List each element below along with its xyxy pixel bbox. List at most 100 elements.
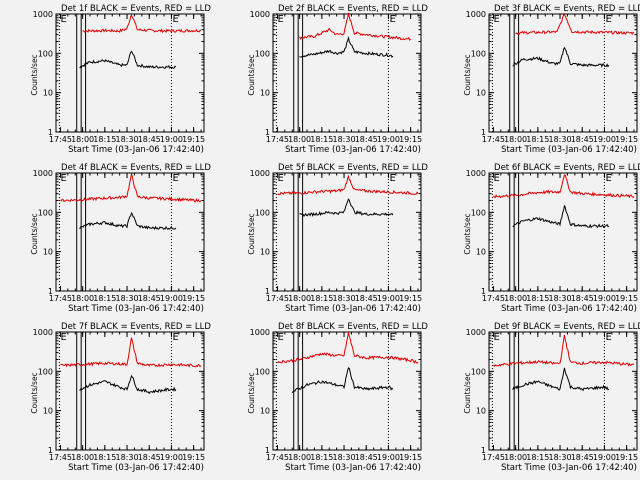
x-axis-label: Start Time (03-Jan-06 17:42:40)	[285, 145, 421, 155]
y-axis-label: Counts/sec	[463, 372, 472, 413]
marker-label: E	[172, 14, 178, 25]
y-tick-label: 100	[471, 208, 486, 217]
series-line-black	[79, 211, 177, 230]
series-line-red	[82, 13, 202, 34]
y-tick-label: 1	[48, 128, 53, 137]
x-tick-label: 19:15	[182, 135, 205, 144]
y-axis-label: Counts/sec	[463, 54, 472, 95]
marker-label: E	[277, 173, 283, 184]
plot-frame	[488, 172, 638, 292]
y-tick-label: 100	[255, 49, 270, 58]
series-line-red	[515, 14, 635, 36]
x-tick-label: 18:45	[138, 135, 161, 144]
plot-frame	[488, 331, 638, 451]
marker-label: E	[389, 173, 395, 184]
x-tick-label: 18:15	[93, 453, 116, 462]
y-tick-label: 1000	[466, 10, 486, 19]
marker-label: E	[605, 14, 611, 25]
y-tick-label: 10	[476, 407, 486, 416]
y-tick-label: 100	[255, 208, 270, 217]
x-tick-label: 19:00	[593, 294, 616, 303]
series-line-red	[276, 332, 419, 364]
x-axis-label: Start Time (03-Jan-06 17:42:40)	[68, 304, 204, 314]
x-tick-label: 17:45	[49, 294, 72, 303]
x-tick-label: 17:45	[49, 135, 72, 144]
x-tick-label: 19:15	[615, 453, 638, 462]
plot-frame	[272, 172, 422, 292]
y-axis-label: Counts/sec	[30, 54, 39, 95]
x-tick-label: 18:45	[571, 135, 594, 144]
x-tick-label: 18:45	[571, 453, 594, 462]
x-tick-label: 19:00	[160, 135, 183, 144]
series-line-black	[512, 205, 610, 229]
x-tick-label: 19:00	[593, 135, 616, 144]
x-tick-label: 18:30	[333, 294, 356, 303]
x-tick-label: 18:00	[288, 294, 311, 303]
x-axis-label: Start Time (03-Jan-06 17:42:40)	[501, 304, 637, 314]
x-tick-label: 18:00	[71, 135, 94, 144]
chart-panel-3: Det 3f BLACK = Events, RED = LLD 1 10 100 10…	[463, 4, 640, 155]
x-tick-label: 18:15	[310, 294, 333, 303]
x-tick-label: 18:15	[93, 135, 116, 144]
x-tick-label: 18:15	[526, 453, 549, 462]
chart-panel-8: Det 8f BLACK = Events, RED = LLD 1 10 100 10…	[247, 322, 428, 473]
y-tick-label: 100	[471, 49, 486, 58]
series-line-red	[60, 173, 202, 203]
x-tick-label: 18:30	[116, 135, 139, 144]
y-tick-label: 10	[476, 248, 486, 257]
y-axis-label: Counts/sec	[247, 54, 256, 95]
y-tick-label: 10	[260, 248, 270, 257]
x-tick-label: 17:45	[266, 135, 289, 144]
chart-panel-1: Det 1f BLACK = Events, RED = LLD 1 10 100 10…	[30, 4, 211, 155]
x-tick-label: 18:00	[504, 453, 527, 462]
x-tick-label: 18:15	[310, 135, 333, 144]
y-axis-label: Counts/sec	[247, 213, 256, 254]
x-tick-label: 17:45	[49, 453, 72, 462]
y-tick-label: 1000	[33, 169, 53, 178]
x-axis-label: Start Time (03-Jan-06 17:42:40)	[285, 463, 421, 473]
chart-title: Det 5f BLACK = Events, RED = LLD	[278, 163, 428, 173]
y-tick-label: 10	[43, 407, 53, 416]
x-axis-label: Start Time (03-Jan-06 17:42:40)	[68, 463, 204, 473]
x-tick-label: 19:00	[377, 135, 400, 144]
marker-label: E	[605, 173, 611, 184]
x-tick-label: 19:15	[615, 294, 638, 303]
y-tick-label: 100	[255, 367, 270, 376]
x-tick-label: 19:15	[615, 135, 638, 144]
x-tick-label: 18:45	[355, 135, 378, 144]
x-tick-label: 19:00	[377, 294, 400, 303]
series-line-black	[79, 374, 177, 395]
x-tick-label: 18:00	[71, 294, 94, 303]
x-tick-label: 18:00	[288, 135, 311, 144]
x-tick-label: 19:00	[377, 453, 400, 462]
y-tick-label: 10	[260, 407, 270, 416]
series-line-black	[291, 367, 394, 394]
plot-frame	[55, 172, 205, 292]
y-tick-label: 1	[265, 128, 270, 137]
chart-panel-5: Det 5f BLACK = Events, RED = LLD 1 10 100 10…	[247, 163, 428, 314]
x-tick-label: 18:45	[571, 294, 594, 303]
marker-label: E	[60, 173, 66, 184]
y-tick-label: 1	[265, 287, 270, 296]
x-tick-label: 18:00	[71, 453, 94, 462]
x-tick-label: 18:15	[310, 453, 333, 462]
x-tick-label: 18:00	[504, 135, 527, 144]
y-tick-label: 1	[481, 128, 486, 137]
y-tick-label: 1	[265, 446, 270, 455]
y-tick-label: 1000	[250, 328, 270, 337]
x-tick-label: 18:30	[333, 453, 356, 462]
x-axis-label: Start Time (03-Jan-06 17:42:40)	[68, 145, 204, 155]
y-tick-label: 1	[48, 446, 53, 455]
x-tick-label: 18:45	[138, 453, 161, 462]
x-tick-label: 19:15	[399, 294, 422, 303]
chart-title: Det 9f BLACK = Events, RED = LLD	[494, 322, 640, 332]
y-axis-label: Counts/sec	[30, 372, 39, 413]
y-tick-label: 100	[471, 367, 486, 376]
chart-title: Det 8f BLACK = Events, RED = LLD	[278, 322, 428, 332]
x-tick-label: 17:45	[266, 453, 289, 462]
x-tick-label: 18:15	[526, 294, 549, 303]
x-tick-label: 18:30	[549, 453, 572, 462]
x-tick-label: 18:30	[333, 135, 356, 144]
marker-label: E	[60, 14, 66, 25]
x-tick-label: 18:15	[526, 135, 549, 144]
